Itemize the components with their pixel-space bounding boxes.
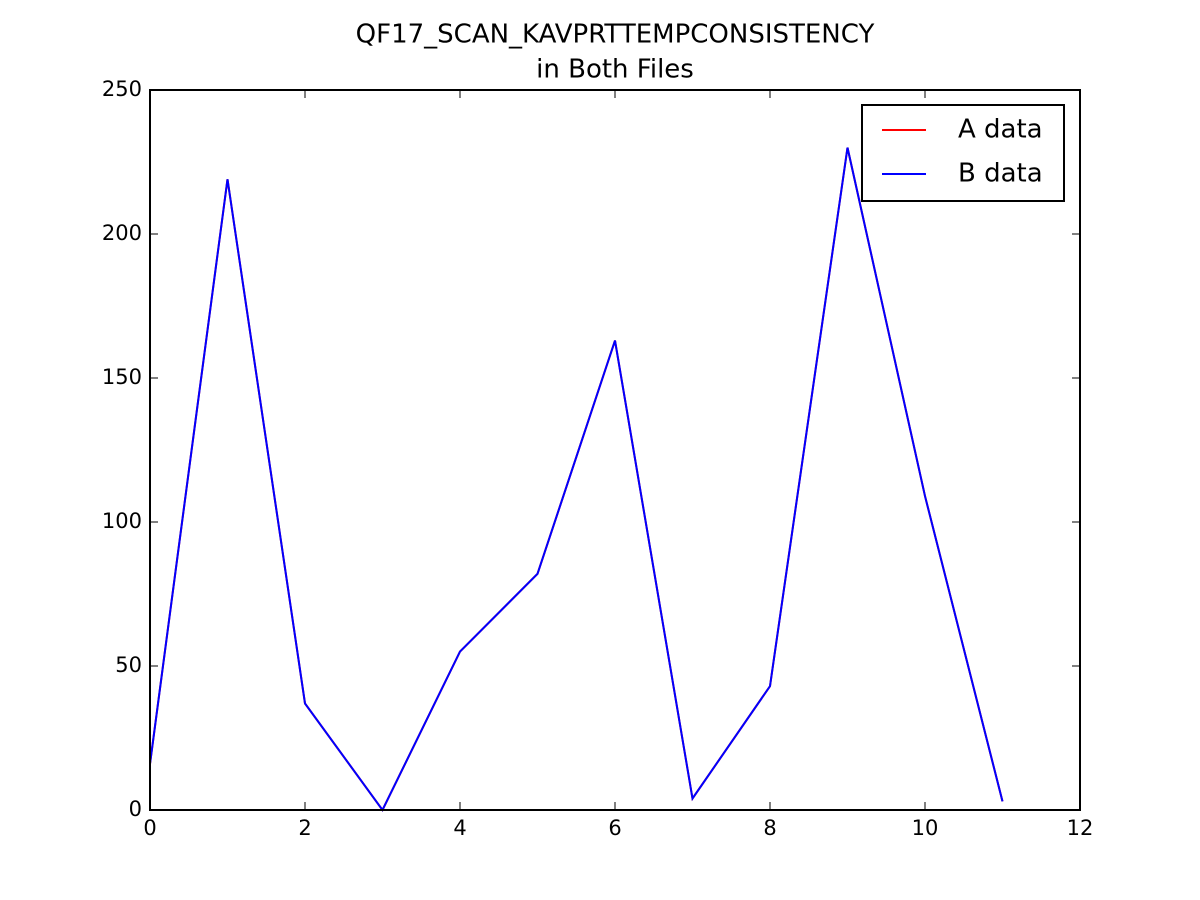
x-tick-label: 8 <box>763 816 776 840</box>
x-tick-label: 6 <box>608 816 621 840</box>
data-line <box>149 147 1004 812</box>
chart-subtitle: in Both Files <box>536 55 694 85</box>
legend-label: B data <box>958 159 1043 189</box>
y-tick-label: 50 <box>115 653 142 677</box>
y-tick-label: 150 <box>102 365 142 389</box>
y-tick-label: 200 <box>102 221 142 245</box>
x-tick-label: 12 <box>1067 816 1094 840</box>
plot-frame <box>149 89 1081 811</box>
x-tick-label: 4 <box>453 816 466 840</box>
y-tick-label: 0 <box>129 797 142 821</box>
y-tick-label: 100 <box>102 509 142 533</box>
chart-title: QF17_SCAN_KAVPRTTEMPCONSISTENCY <box>356 20 875 50</box>
x-tick-label: 10 <box>912 816 939 840</box>
x-tick-label: 2 <box>298 816 311 840</box>
y-tick-label: 250 <box>102 77 142 101</box>
legend-box <box>861 104 1065 202</box>
legend-label: A data <box>958 115 1043 145</box>
x-tick-label: 0 <box>143 816 156 840</box>
